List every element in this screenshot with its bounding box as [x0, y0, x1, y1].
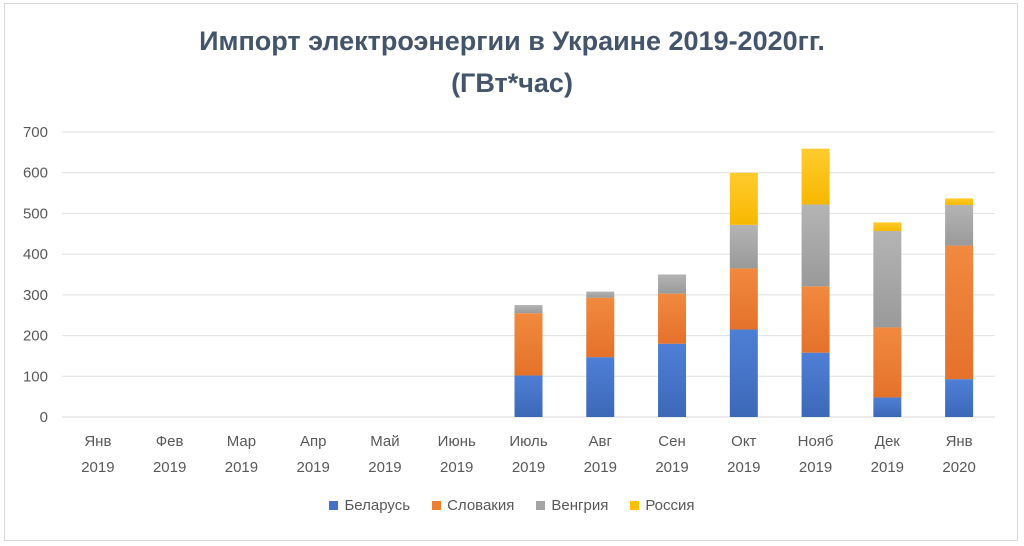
- chart-title-line-2: (ГВт*час): [451, 68, 573, 98]
- chart-title-line-1: Импорт электроэнергии в Украине 2019-202…: [199, 26, 825, 56]
- x-tick-year: 2019: [153, 459, 186, 476]
- bar-segment-Венгрия-Дек-2019: [873, 230, 902, 328]
- bar-segment-Беларусь-Окт-2019: [729, 329, 758, 417]
- legend-swatch: [329, 501, 339, 510]
- y-tick-label: 100: [23, 368, 48, 385]
- x-tick-month: Апр: [300, 433, 326, 450]
- y-tick-label: 0: [40, 409, 48, 426]
- y-tick-label: 700: [23, 124, 48, 141]
- x-tick-month: Мар: [227, 433, 256, 450]
- chart-title: Импорт электроэнергии в Украине 2019-202…: [0, 20, 1024, 104]
- chart-legend: Беларусь Словакия Венгрия Россия: [0, 497, 1024, 514]
- x-tick-year: 2019: [81, 459, 114, 476]
- x-tick-month: Авг: [589, 433, 613, 450]
- bar-segment-Словакия-Авг-2019: [586, 297, 615, 358]
- legend-item: Венгрия: [536, 497, 608, 514]
- bar-segment-Словакия-Июль-2019: [514, 313, 543, 376]
- bar-segment-Беларусь-Авг-2019: [586, 357, 615, 417]
- x-tick-month: Нояб: [798, 433, 834, 450]
- legend-item: Россия: [630, 497, 695, 514]
- bar-segment-Беларусь-Нояб-2019: [801, 352, 830, 417]
- bar-segment-Венгрия-Окт-2019: [729, 224, 758, 269]
- legend-swatch: [432, 501, 442, 510]
- y-tick-label: 300: [23, 287, 48, 304]
- legend-item: Беларусь: [329, 497, 410, 514]
- legend-label: Венгрия: [551, 497, 609, 514]
- bar-segment-Россия-Окт-2019: [729, 172, 758, 225]
- bar-segment-Россия-Нояб-2019: [801, 148, 830, 205]
- legend-swatch: [630, 501, 640, 510]
- bar-segment-Беларусь-Июль-2019: [514, 375, 543, 417]
- bar-segment-Словакия-Сен-2019: [658, 293, 687, 344]
- y-tick-label: 500: [23, 205, 48, 222]
- x-tick-year: 2019: [799, 459, 832, 476]
- x-tick-year: 2019: [727, 459, 760, 476]
- x-tick-year: 2019: [584, 459, 617, 476]
- y-tick-label: 600: [23, 165, 48, 182]
- x-tick-month: Янв: [946, 433, 973, 450]
- x-tick-month: Дек: [875, 433, 901, 450]
- x-tick-month: Сен: [658, 433, 685, 450]
- x-tick-year: 2019: [368, 459, 401, 476]
- x-tick-month: Янв: [84, 433, 111, 450]
- bar-segment-Беларусь-Янв-2020: [945, 379, 974, 417]
- x-tick-month: Июнь: [438, 433, 476, 450]
- bar-segment-Словакия-Окт-2019: [729, 268, 758, 330]
- legend-label: Словакия: [447, 497, 515, 514]
- x-tick-year: 2019: [225, 459, 258, 476]
- x-tick-year: 2019: [871, 459, 904, 476]
- bar-segment-Словакия-Нояб-2019: [801, 286, 830, 353]
- x-tick-month: Май: [370, 433, 399, 450]
- bar-segment-Беларусь-Сен-2019: [658, 343, 687, 417]
- x-tick-year: 2020: [942, 459, 975, 476]
- x-tick-year: 2019: [512, 459, 545, 476]
- x-tick-month: Фев: [156, 433, 184, 450]
- x-tick-year: 2019: [655, 459, 688, 476]
- bar-segment-Словакия-Дек-2019: [873, 327, 902, 398]
- legend-label: Беларусь: [344, 497, 411, 514]
- bar-segment-Венгрия-Сен-2019: [658, 274, 687, 294]
- bar-segment-Россия-Янв-2020: [945, 198, 974, 205]
- y-tick-label: 400: [23, 246, 48, 263]
- legend-item: Словакия: [432, 497, 514, 514]
- bar-segment-Словакия-Янв-2020: [945, 245, 974, 380]
- bar-segment-Венгрия-Янв-2020: [945, 204, 974, 246]
- x-tick-month: Июль: [509, 433, 547, 450]
- bar-segment-Венгрия-Июль-2019: [514, 305, 543, 314]
- x-tick-year: 2019: [297, 459, 330, 476]
- x-tick-year: 2019: [440, 459, 473, 476]
- bar-segment-Венгрия-Авг-2019: [586, 291, 615, 298]
- bar-segment-Венгрия-Нояб-2019: [801, 204, 830, 287]
- bar-segment-Россия-Дек-2019: [873, 222, 902, 231]
- bar-segment-Беларусь-Дек-2019: [873, 397, 902, 417]
- legend-label: Россия: [645, 497, 695, 514]
- legend-swatch: [536, 501, 546, 510]
- y-tick-label: 200: [23, 328, 48, 345]
- x-tick-month: Окт: [731, 433, 756, 450]
- chart-area: [4, 3, 1018, 541]
